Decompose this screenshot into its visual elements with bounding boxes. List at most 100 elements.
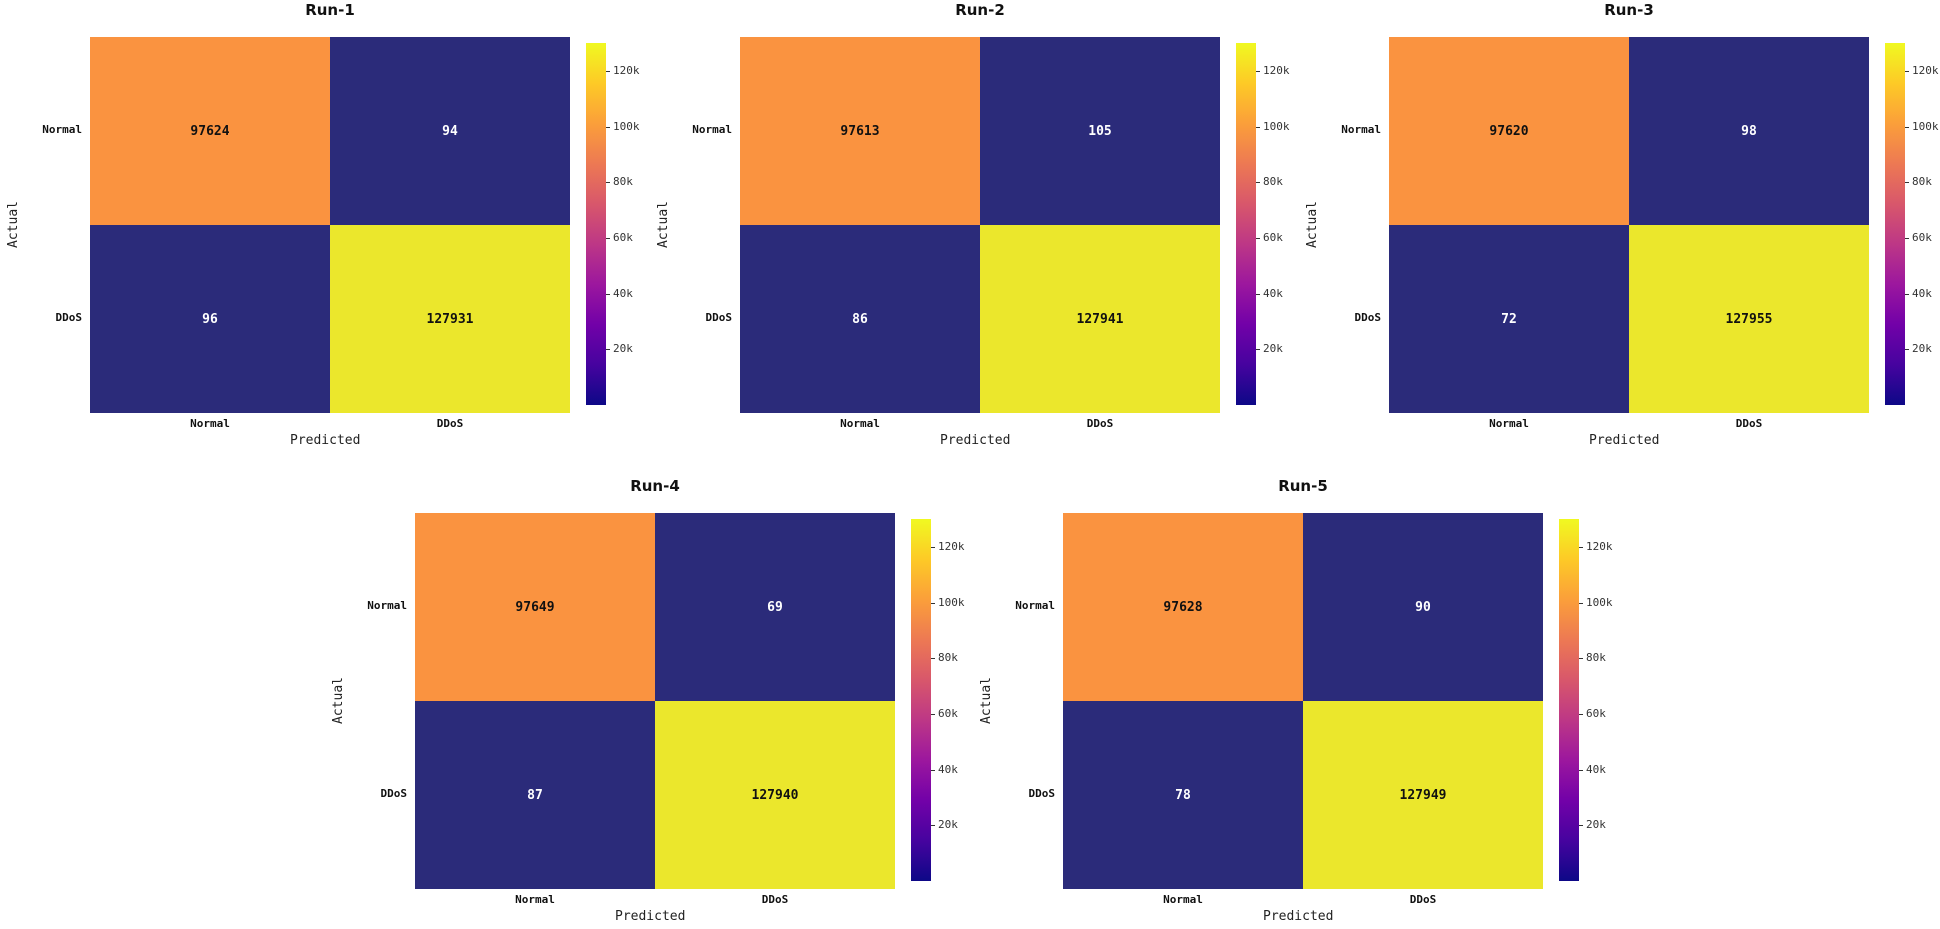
x-axis-title: Predicted [940,433,1011,448]
colorbar-tick-label: 40k [1912,286,1932,300]
x-tick-label: DDoS [761,893,789,906]
colorbar-tick [1579,658,1583,660]
colorbar-tick [931,713,935,715]
x-axis-title: Predicted [615,909,686,924]
colorbar-tick-label: 60k [613,230,633,244]
x-tick-label: Normal [515,893,555,906]
colorbar-tick [1905,237,1909,239]
chart-title: Run-4 [630,477,680,495]
y-tick-label: Normal [1015,599,1055,612]
y-tick-label: DDoS [1354,311,1382,324]
colorbar-tick [1256,349,1260,351]
heatmap-cell: 97649 [415,513,655,701]
y-tick-label: Normal [42,123,82,136]
y-axis-title: Actual [330,677,346,724]
colorbar-tick [1256,70,1260,72]
chart-title: Run-2 [955,1,1005,19]
heatmap-cell: 94 [330,37,570,225]
heatmap-cell: 105 [980,37,1220,225]
colorbar-tick-label: 80k [1263,175,1283,189]
y-tick-label: Normal [692,123,732,136]
colorbar [586,43,606,405]
heatmap-cell: 127931 [330,225,570,413]
heatmap-cell: 72 [1389,225,1629,413]
colorbar-tick [931,825,935,827]
colorbar-tick [1579,769,1583,771]
colorbar-tick [1905,126,1909,128]
heatmap-cell: 97620 [1389,37,1629,225]
colorbar-tick-label: 100k [1586,595,1613,609]
colorbar-tick-label: 20k [1912,342,1932,356]
colorbar-tick-label: 100k [1263,119,1290,133]
colorbar-tick [1256,237,1260,239]
y-tick-label: Normal [367,599,407,612]
y-axis-title: Actual [978,677,994,724]
colorbar-tick-label: 40k [613,286,633,300]
colorbar-tick-label: 100k [938,595,965,609]
colorbar-tick-label: 40k [1263,286,1283,300]
heatmap-cell: 78 [1063,701,1303,889]
colorbar-tick-label: 80k [1586,651,1606,665]
colorbar-tick [931,602,935,604]
colorbar-tick-label: 120k [938,539,965,553]
colorbar-tick-label: 60k [938,706,958,720]
chart-title: Run-5 [1278,477,1328,495]
colorbar-tick [1256,126,1260,128]
heatmap-cell: 87 [415,701,655,889]
colorbar-tick-label: 80k [613,175,633,189]
x-tick-label: DDoS [1409,893,1437,906]
colorbar-tick-label: 120k [1912,63,1939,77]
colorbar-tick-label: 100k [613,119,640,133]
heatmap-cell: 97613 [740,37,980,225]
colorbar-tick-label: 120k [613,63,640,77]
colorbar-tick-label: 80k [938,651,958,665]
heatmap-cell: 127949 [1303,701,1543,889]
colorbar-tick [1579,713,1583,715]
colorbar-tick-label: 100k [1912,119,1939,133]
y-tick-label: DDoS [55,311,83,324]
heatmap-cell: 127955 [1629,225,1869,413]
colorbar-tick [1579,825,1583,827]
x-tick-label: Normal [1489,417,1529,430]
colorbar [1559,519,1579,881]
heatmap-cell: 127940 [655,701,895,889]
x-tick-label: Normal [840,417,880,430]
colorbar-tick [1579,546,1583,548]
heatmap-cell: 98 [1629,37,1869,225]
colorbar-tick [606,126,610,128]
colorbar-tick [931,546,935,548]
heatmap-cell: 127941 [980,225,1220,413]
colorbar-tick [606,70,610,72]
colorbar-tick-label: 80k [1912,175,1932,189]
heatmap-cell: 86 [740,225,980,413]
colorbar-tick-label: 40k [1586,762,1606,776]
x-tick-label: DDoS [1735,417,1763,430]
x-tick-label: DDoS [1086,417,1114,430]
y-axis-title: Actual [5,201,21,248]
colorbar-tick [931,769,935,771]
y-axis-title: Actual [1304,201,1320,248]
colorbar-tick [1256,182,1260,184]
colorbar-tick [1256,293,1260,295]
heatmap-cell: 97628 [1063,513,1303,701]
x-tick-label: Normal [190,417,230,430]
colorbar-tick-label: 60k [1263,230,1283,244]
colorbar-tick-label: 120k [1263,63,1290,77]
colorbar [1236,43,1256,405]
x-axis-title: Predicted [290,433,361,448]
x-tick-label: Normal [1163,893,1203,906]
x-tick-label: DDoS [436,417,464,430]
colorbar-tick-label: 20k [1263,342,1283,356]
colorbar-tick [606,293,610,295]
x-axis-title: Predicted [1589,433,1660,448]
y-axis-title: Actual [655,201,671,248]
heatmap-cell: 69 [655,513,895,701]
chart-title: Run-1 [305,1,355,19]
colorbar-tick-label: 60k [1586,706,1606,720]
colorbar-tick-label: 20k [613,342,633,356]
colorbar-tick-label: 40k [938,762,958,776]
y-tick-label: DDoS [380,787,408,800]
chart-title: Run-3 [1604,1,1654,19]
colorbar-tick-label: 20k [1586,818,1606,832]
